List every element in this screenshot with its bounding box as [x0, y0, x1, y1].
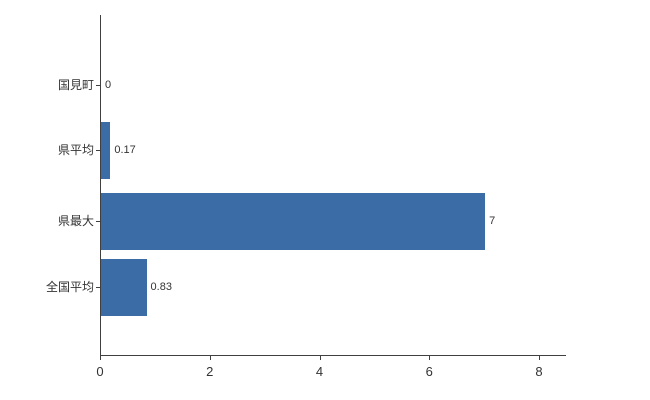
x-axis-tick [209, 356, 211, 360]
category-label: 全国平均 [45, 280, 94, 294]
x-tick-label: 6 [425, 364, 433, 379]
category-label: 県平均 [57, 143, 94, 157]
value-label: 0.83 [150, 281, 172, 293]
x-tick-label: 8 [535, 364, 543, 379]
category-label: 国見町 [57, 78, 94, 92]
plot-area: 0 0.17 7 0.83 [100, 15, 566, 356]
y-axis-tick [96, 85, 100, 86]
value-label: 0 [105, 79, 112, 91]
x-tick-label: 0 [96, 364, 104, 379]
category-label: 県最大 [57, 214, 94, 228]
bar [101, 121, 111, 179]
x-tick-label: 4 [315, 364, 324, 379]
x-axis-tick [100, 356, 101, 360]
x-axis-tick [539, 356, 540, 360]
x-axis-tick [319, 356, 321, 360]
x-tick-label: 2 [206, 364, 214, 379]
y-axis-tick [96, 221, 100, 222]
y-axis-tick [96, 150, 100, 151]
x-axis-tick [429, 356, 431, 360]
y-axis-tick [96, 287, 100, 288]
bar [101, 192, 486, 250]
value-label: 7 [489, 215, 496, 227]
bar [101, 258, 147, 316]
value-label: 0.17 [114, 144, 136, 156]
